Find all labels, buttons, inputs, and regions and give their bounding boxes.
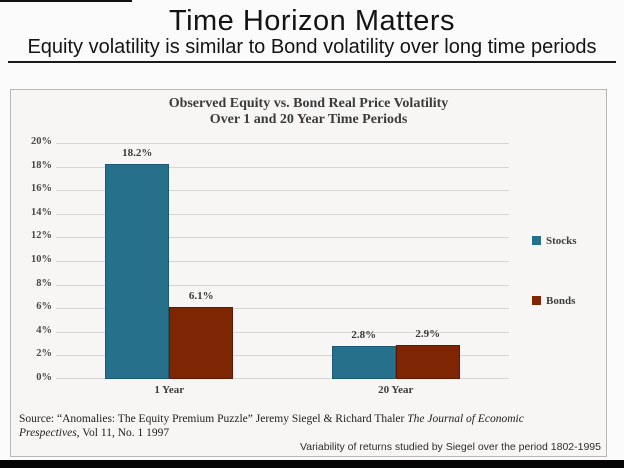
legend-swatch-bonds (532, 296, 541, 305)
gridline (56, 308, 509, 309)
bar-stocks-20-year (331, 346, 396, 379)
x-axis-labels: 1 Year 20 Year (56, 384, 509, 400)
y-tick-label: 16% (31, 183, 52, 195)
gridline (56, 261, 509, 262)
x-category-label: 20 Year (378, 384, 414, 396)
plot-area: 18.2% 6.1% 2.8% 2.9% (56, 143, 509, 379)
y-tick-label: 10% (31, 254, 52, 265)
legend-label: Bonds (546, 295, 576, 307)
slide-subtitle: Equity volatility is similar to Bond vol… (27, 36, 597, 58)
title-divider (8, 61, 616, 63)
bar-value-label: 2.8% (351, 328, 377, 341)
gridline (56, 167, 509, 168)
source-line1-journal: The Journal of Economic (407, 413, 524, 425)
legend: Stocks Bonds (532, 231, 602, 321)
chart-title: Observed Equity vs. Bond Real Price Vola… (11, 96, 606, 128)
legend-item: Stocks (532, 231, 577, 249)
y-tick-label: 18% (31, 159, 52, 171)
source-line1-text: Source: “Anomalies: The Equity Premium P… (19, 413, 408, 425)
y-tick-label: 2% (36, 348, 52, 360)
source-note: Source: “Anomalies: The Equity Premium P… (19, 412, 539, 440)
bottom-black-bar (0, 460, 624, 468)
x-category-label: 1 Year (154, 384, 185, 396)
y-tick-label: 6% (36, 301, 52, 313)
y-axis-labels: 0% 2% 4% 6% 8% 10% 12% 14% 16% 18% 20% (11, 136, 52, 383)
bar-value-label: 6.1% (188, 290, 214, 303)
bar-value-label: 2.9% (415, 327, 441, 340)
gridline (56, 332, 509, 333)
legend-swatch-stocks (532, 236, 541, 245)
chart-panel: Observed Equity vs. Bond Real Price Vola… (10, 89, 607, 457)
y-tick-label: 14% (31, 206, 52, 218)
source-line2: Prespectives, Vol 11, No. 1 1997 (19, 426, 539, 440)
gridline (56, 378, 509, 379)
gridline (56, 285, 509, 286)
chart-title-line1: Observed Equity vs. Bond Real Price Vola… (168, 96, 449, 111)
gridline (56, 355, 509, 356)
y-tick-label: 8% (36, 277, 52, 289)
chart-title-line2: Over 1 and 20 Year Time Periods (209, 112, 408, 127)
bar-bonds-20-year (395, 345, 460, 379)
legend-item: Bonds (532, 291, 575, 309)
study-period-caption: Variability of returns studied by Siegel… (300, 441, 601, 453)
bar-stocks-1-year (105, 164, 170, 379)
bar-bonds-1-year (169, 307, 234, 379)
gridline (56, 214, 509, 215)
top-edge-line (0, 0, 132, 2)
gridline (56, 143, 509, 144)
y-tick-label: 20% (31, 136, 52, 147)
source-line2-text: Vol 11, No. 1 1997 (79, 427, 170, 439)
source-line1: Source: “Anomalies: The Equity Premium P… (19, 412, 539, 426)
gridline (56, 237, 509, 238)
y-tick-label: 0% (36, 372, 52, 383)
slide-title: Time Horizon Matters (168, 5, 456, 37)
legend-label: Stocks (546, 235, 577, 247)
y-tick-label: 12% (31, 230, 52, 242)
y-tick-label: 4% (36, 324, 52, 336)
source-line2-journal: Prespectives, (19, 427, 80, 439)
bar-value-label: 18.2% (122, 147, 153, 160)
gridline (56, 190, 509, 191)
